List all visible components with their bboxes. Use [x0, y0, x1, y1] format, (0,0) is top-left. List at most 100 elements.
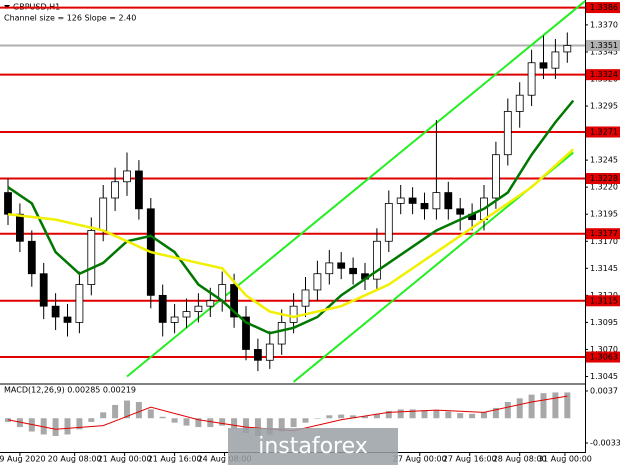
moving-average [7, 99, 575, 335]
level-label: 1.3228 [590, 174, 618, 183]
macd-bar [540, 393, 547, 419]
macd-bar [278, 418, 285, 432]
level-label: 1.3177 [590, 229, 618, 238]
candle-body [539, 62, 548, 69]
macd-bar [195, 418, 202, 428]
candle-body [87, 230, 96, 285]
candle-body [289, 305, 298, 323]
candle-body [456, 208, 465, 215]
macd-bar [564, 392, 571, 419]
macd-bar [76, 418, 83, 430]
candle-body [384, 203, 393, 242]
x-tick-label: 27 Aug 00:00 [393, 455, 447, 464]
channel-line [126, 0, 586, 378]
y-tick-label: 1.3170 [590, 237, 618, 246]
level-label: 1.3271 [590, 127, 618, 136]
x-tick-label: 31 Aug 00:00 [538, 455, 592, 464]
candle-body [491, 154, 500, 199]
level-tag [586, 173, 620, 185]
macd-bar [492, 407, 499, 419]
candle-body [408, 197, 417, 204]
macd-bar [147, 409, 154, 419]
candle-body [503, 111, 512, 156]
candle-body [325, 262, 334, 275]
macd-bar [481, 412, 487, 419]
candle-body [99, 197, 108, 231]
macd-bar [112, 404, 119, 419]
level-label: 1.3386 [590, 3, 618, 12]
x-tick-label: 27 Aug 16:00 [443, 455, 497, 464]
candle-body [277, 322, 286, 345]
macd-bar [135, 402, 142, 419]
macd-bar [528, 394, 535, 419]
macd-bar [243, 418, 249, 433]
macd-label: MACD(12,26,9) 0.00285 0.00219 [4, 386, 136, 395]
macd-bar [516, 398, 523, 419]
macd-bar [171, 418, 178, 423]
candle-body [170, 316, 179, 323]
candle-body [182, 311, 191, 318]
macd-bar [350, 415, 357, 419]
candle-body [313, 273, 322, 291]
candle-body [253, 349, 262, 361]
x-tick-label: 21 Aug 00:00 [98, 455, 152, 464]
y-tick-label: 1.3145 [590, 264, 618, 273]
macd-bar [421, 410, 428, 419]
level-label: 1.3324 [590, 70, 618, 79]
macd-bar [40, 418, 47, 435]
candle-body [194, 305, 203, 312]
candle-body [206, 300, 215, 307]
x-tick-label: 21 Aug 16:00 [148, 455, 202, 464]
macd-bar [231, 418, 238, 429]
candle-body [51, 305, 60, 318]
level-tag [586, 351, 620, 363]
macd-bar [445, 411, 452, 419]
watermark-box [228, 428, 398, 465]
macd-bar [124, 400, 130, 419]
candle-body [123, 170, 131, 183]
candle-body [111, 181, 119, 199]
candle-body [158, 294, 167, 323]
level-tag [586, 228, 620, 240]
y-tick-label: 1.3220 [590, 183, 618, 192]
candle-body [39, 273, 48, 307]
candle-body [396, 197, 405, 204]
level-label: 1.3115 [590, 296, 618, 305]
macd-bar [469, 413, 476, 419]
macd-bar [504, 402, 511, 419]
macd-bar [362, 416, 368, 419]
macd-bar [266, 418, 273, 435]
candle-body [563, 45, 572, 53]
y-tick-label: 1.3195 [590, 210, 618, 219]
level-tag [586, 39, 620, 51]
chart-subtitle: Channel size = 126 Slope = 2.40 [4, 14, 136, 23]
y-tick-label: 1.3345 [590, 47, 618, 56]
candle-body [63, 316, 72, 323]
watermark: instaforex [258, 434, 368, 459]
macd-bar [219, 418, 226, 426]
macd-bar [373, 413, 380, 419]
macd-bar [16, 418, 23, 428]
macd-bar [290, 418, 297, 428]
moving-average [7, 148, 575, 319]
y-tick-label: 1.3095 [590, 318, 618, 327]
macd-bar [552, 392, 559, 419]
macd-bar [314, 418, 321, 419]
macd-bar [207, 418, 214, 428]
macd-tick-label: 0.0037 [590, 386, 618, 395]
candle-body [265, 343, 274, 361]
macd-bar [338, 414, 345, 419]
candle-body [551, 51, 560, 69]
level-tag [586, 69, 620, 81]
candle-body [372, 240, 381, 280]
x-tick-label: 20 Aug 08:00 [48, 455, 102, 464]
candle-body [242, 316, 250, 350]
candle-body [527, 62, 536, 96]
candle-body [230, 284, 239, 318]
level-tag [586, 295, 620, 307]
macd-bar [254, 418, 261, 436]
candle-body [349, 267, 358, 275]
macd-bar [457, 413, 464, 419]
y-tick-label: 1.3370 [590, 20, 618, 29]
